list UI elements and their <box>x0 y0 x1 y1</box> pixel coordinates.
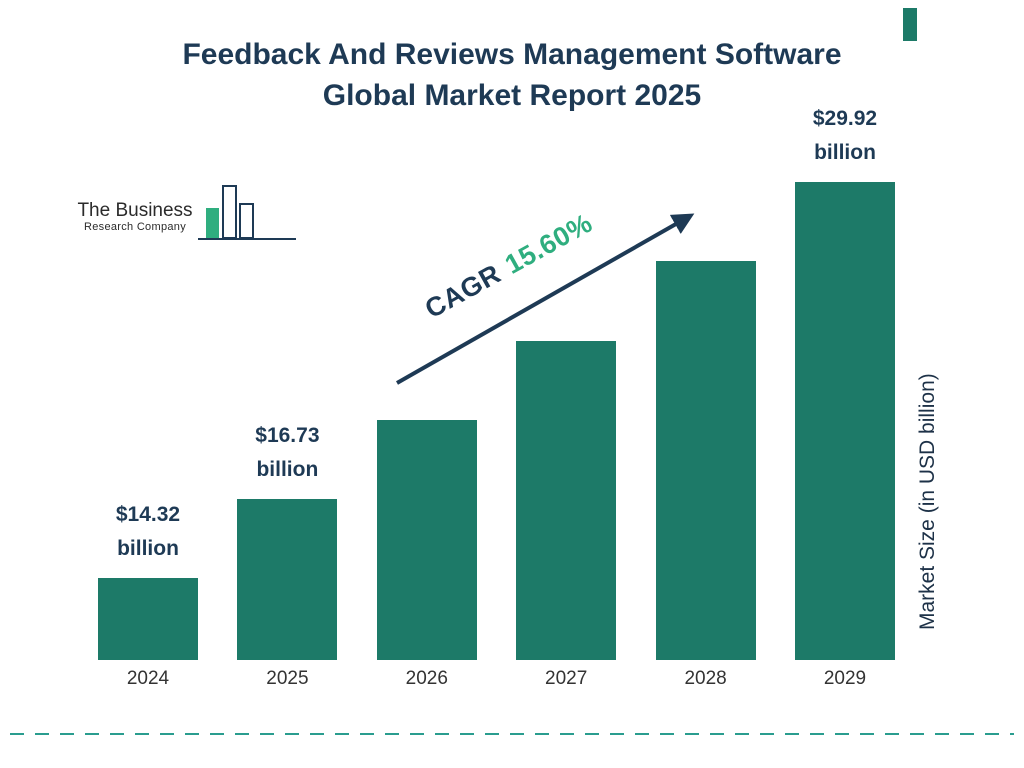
company-logo-text: The Business Research Company <box>70 200 200 234</box>
x-tick-2028: 2028 <box>684 668 727 689</box>
bar-chart-logo-icon <box>198 185 296 240</box>
page-title: Feedback And Reviews Management Software… <box>0 34 1024 116</box>
bar-2028 <box>655 261 756 660</box>
x-tick-2026: 2026 <box>405 668 448 689</box>
page-title-line2: Global Market Report 2025 <box>322 79 702 112</box>
bar-2025 <box>237 499 338 660</box>
bottom-dashed-line <box>10 733 1014 735</box>
bar-value-label-2025: $16.73 billion <box>255 424 320 481</box>
page-title-line1: Feedback And Reviews Management Software <box>182 38 842 71</box>
logo-text-line2: Research Company <box>83 221 186 233</box>
y-axis-label: Market Size (in USD billion) <box>916 373 939 631</box>
bar-value-label-2024: $14.32 billion <box>115 503 181 560</box>
bar-value-label-2029: $29.92 billion <box>812 107 878 164</box>
bar-2024 <box>98 578 198 660</box>
bar-2027 <box>516 341 617 660</box>
x-tick-2025: 2025 <box>266 668 309 689</box>
x-tick-2027: 2027 <box>545 668 588 689</box>
bar-2026 <box>376 420 477 660</box>
corner-accent <box>903 8 917 41</box>
company-logo: The Business Research Company <box>70 178 296 250</box>
x-tick-2029: 2029 <box>823 668 867 689</box>
bar-2029 <box>795 182 895 660</box>
x-tick-2024: 2024 <box>126 668 170 689</box>
logo-text-line1: The Business <box>77 200 193 221</box>
